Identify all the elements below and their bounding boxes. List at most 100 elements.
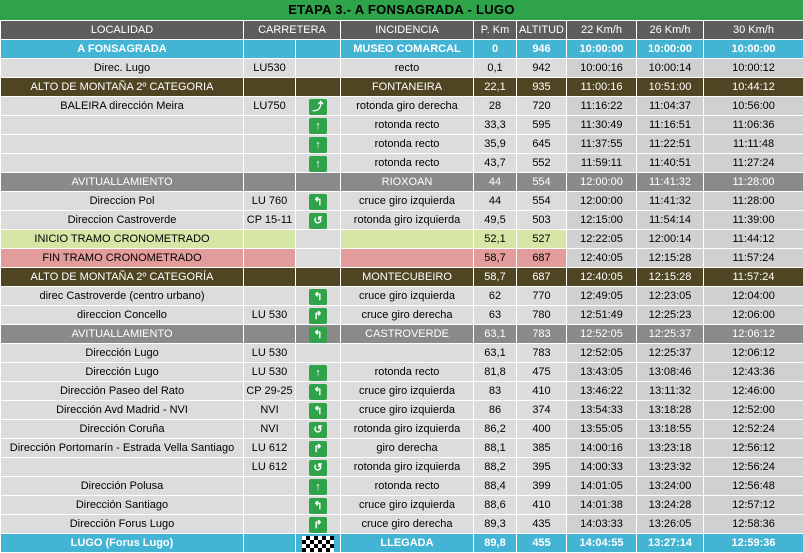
- cell-localidad: AVITUALLAMIENTO: [0, 324, 244, 344]
- cell-altitud: 552: [516, 153, 567, 173]
- road-direction-sign-icon: ↰: [309, 288, 327, 305]
- cell-pkm: 44: [473, 191, 517, 211]
- cell-carretera: [243, 229, 296, 249]
- cell-time-26kmh: 11:16:51: [636, 115, 704, 135]
- cell-direction-icon: ↰: [295, 400, 341, 420]
- cell-carretera: [243, 134, 296, 154]
- cell-altitud: 720: [516, 96, 567, 116]
- cell-pkm: 0: [473, 39, 517, 59]
- cell-altitud: 399: [516, 476, 567, 496]
- road-direction-sign-icon: ↰: [309, 497, 327, 514]
- cell-altitud: 435: [516, 514, 567, 534]
- cell-altitud: 935: [516, 77, 567, 97]
- cell-localidad: Dirección Santiago: [0, 495, 244, 515]
- cell-pkm: 81,8: [473, 362, 517, 382]
- cell-incidencia: rotonda giro izquierda: [340, 210, 474, 230]
- cell-time-22kmh: 13:43:05: [566, 362, 637, 382]
- cell-time-26kmh: 13:24:28: [636, 495, 704, 515]
- cell-localidad: BALEIRA dirección Meira: [0, 96, 244, 116]
- cell-pkm: 28: [473, 96, 517, 116]
- cell-localidad: FIN TRAMO CRONOMETRADO: [0, 248, 244, 268]
- table-row: Direccion Pol LU 760 ↰ cruce giro izquierda…: [0, 191, 803, 211]
- cell-pkm: 43,7: [473, 153, 517, 173]
- road-direction-sign-icon: ↰: [309, 402, 327, 419]
- cell-direction-icon: ↑: [295, 362, 341, 382]
- table-row: Dirección Avd Madrid - NVI NVI ↰ cruce giro…: [0, 400, 803, 420]
- cell-time-26kmh: 13:18:55: [636, 419, 704, 439]
- col-header-26kmh: 26 Km/h: [636, 20, 704, 40]
- cell-time-30kmh: 11:57:24: [703, 267, 803, 287]
- table-row: Dirección Coruña NVI ↺ rotonda giro izquier…: [0, 419, 803, 439]
- road-direction-sign-icon: ↑: [309, 364, 327, 381]
- cell-time-22kmh: 10:00:00: [566, 39, 637, 59]
- cell-carretera: LU530: [243, 58, 296, 78]
- cell-carretera: [243, 77, 296, 97]
- cell-altitud: 770: [516, 286, 567, 306]
- cell-time-26kmh: 12:15:28: [636, 248, 704, 268]
- cell-localidad: [0, 134, 244, 154]
- cell-direction-icon: [295, 248, 341, 268]
- cell-incidencia: rotonda giro izquierda: [340, 457, 474, 477]
- cell-time-26kmh: 13:26:05: [636, 514, 704, 534]
- cell-time-30kmh: 12:46:00: [703, 381, 803, 401]
- cell-direction-icon: ↱: [295, 438, 341, 458]
- table-row: AVITUALLAMIENTO RIOXOAN 44 554 12:00:00 11:41…: [0, 172, 803, 192]
- cell-altitud: 687: [516, 267, 567, 287]
- cell-time-30kmh: 11:57:24: [703, 248, 803, 268]
- cell-time-30kmh: 12:06:00: [703, 305, 803, 325]
- cell-incidencia: cruce giro izquierda: [340, 495, 474, 515]
- stage-table-body: LOCALIDAD CARRETERA INCIDENCIA P. Km ALT…: [0, 20, 803, 553]
- cell-time-30kmh: 12:56:24: [703, 457, 803, 477]
- cell-carretera: LU 530: [243, 343, 296, 363]
- cell-time-30kmh: 10:44:12: [703, 77, 803, 97]
- col-header-carretera: CARRETERA: [243, 20, 341, 40]
- road-direction-sign-icon: ↰: [309, 326, 327, 343]
- cell-localidad: direc Castroverde (centro urbano): [0, 286, 244, 306]
- cell-time-30kmh: 12:57:12: [703, 495, 803, 515]
- table-row: INICIO TRAMO CRONOMETRADO 52,1 527 12:22:05…: [0, 229, 803, 249]
- cell-carretera: LU 530: [243, 362, 296, 382]
- cell-localidad: Dirección Paseo del Rato: [0, 381, 244, 401]
- cell-time-22kmh: 14:00:33: [566, 457, 637, 477]
- cell-pkm: 49,5: [473, 210, 517, 230]
- cell-carretera: CP 29-25: [243, 381, 296, 401]
- cell-localidad: AVITUALLAMIENTO: [0, 172, 244, 192]
- road-direction-sign-icon: ↱: [309, 516, 327, 533]
- cell-time-26kmh: 13:24:00: [636, 476, 704, 496]
- cell-carretera: [243, 248, 296, 268]
- cell-time-22kmh: 14:04:55: [566, 533, 637, 553]
- cell-altitud: 783: [516, 343, 567, 363]
- cell-localidad: Dirección Portomarín - Estrada Vella San…: [0, 438, 244, 458]
- cell-localidad: Dirección Forus Lugo: [0, 514, 244, 534]
- cell-time-30kmh: 12:56:12: [703, 438, 803, 458]
- cell-time-30kmh: 10:00:00: [703, 39, 803, 59]
- cell-carretera: [243, 533, 296, 553]
- cell-incidencia: rotonda recto: [340, 362, 474, 382]
- cell-direction-icon: [295, 58, 341, 78]
- table-row: Direccion Castroverde CP 15-11 ↺ rotonda gi…: [0, 210, 803, 230]
- cell-incidencia: [340, 248, 474, 268]
- cell-altitud: 687: [516, 248, 567, 268]
- cell-pkm: 62: [473, 286, 517, 306]
- cell-altitud: 400: [516, 419, 567, 439]
- cell-incidencia: FONTANEIRA: [340, 77, 474, 97]
- cell-carretera: LU 612: [243, 457, 296, 477]
- cell-time-30kmh: 11:27:24: [703, 153, 803, 173]
- cell-direction-icon: ↰: [295, 324, 341, 344]
- road-direction-sign-icon: ⤴: [309, 98, 327, 115]
- road-direction-sign-icon: ↑: [309, 155, 327, 172]
- cell-incidencia: CASTROVERDE: [340, 324, 474, 344]
- cell-direction-icon: [295, 39, 341, 59]
- cell-direction-icon: ↱: [295, 305, 341, 325]
- cell-time-26kmh: 11:04:37: [636, 96, 704, 116]
- cell-time-30kmh: 12:58:36: [703, 514, 803, 534]
- cell-time-30kmh: 12:52:24: [703, 419, 803, 439]
- cell-pkm: 86: [473, 400, 517, 420]
- cell-incidencia: cruce giro derecha: [340, 305, 474, 325]
- cell-time-30kmh: 10:00:12: [703, 58, 803, 78]
- cell-direction-icon: ↰: [295, 191, 341, 211]
- cell-time-30kmh: 12:56:48: [703, 476, 803, 496]
- cell-localidad: INICIO TRAMO CRONOMETRADO: [0, 229, 244, 249]
- cell-localidad: Dirección Avd Madrid - NVI: [0, 400, 244, 420]
- cell-pkm: 88,2: [473, 457, 517, 477]
